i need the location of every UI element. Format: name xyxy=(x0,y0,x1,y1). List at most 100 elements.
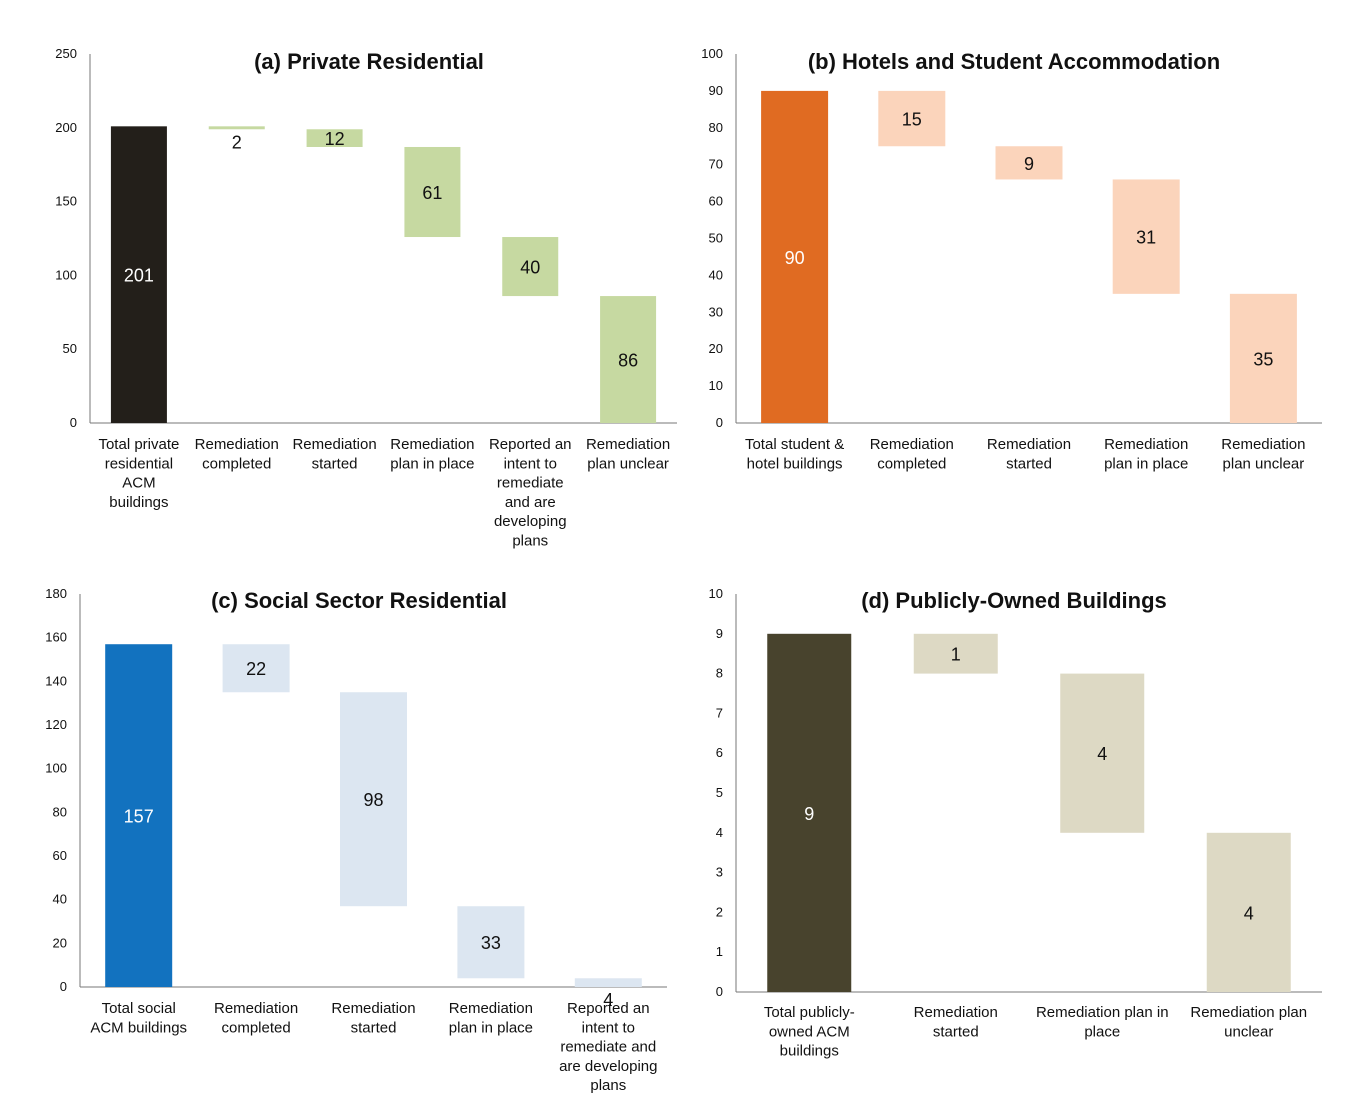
category-label-line: owned ACM xyxy=(769,1023,850,1040)
y-tick-label: 80 xyxy=(709,120,723,135)
category-label-line: intent to xyxy=(582,1019,635,1036)
bar-value-label: 2 xyxy=(232,132,242,152)
y-tick-label: 7 xyxy=(716,705,723,720)
category-label-line: Total publicly- xyxy=(764,1004,855,1021)
chart-title: (a) Private Residential xyxy=(254,49,484,74)
waterfall-step-bar xyxy=(1060,673,1145,833)
bar-value-label: 4 xyxy=(1097,744,1107,764)
category-label-line: Remediation xyxy=(331,1000,415,1017)
bar-value-label: 1 xyxy=(951,645,961,665)
category-label: Remediation started xyxy=(914,1004,998,1040)
category-label-line: Remediation xyxy=(390,436,474,453)
category-label-line: Remediation plan in xyxy=(1036,1004,1169,1021)
category-label: Remediation plan unclear xyxy=(1221,436,1305,472)
category-label-line: plans xyxy=(512,533,548,550)
chart-panel-d: (d) Publicly-Owned Buildings 0 1 2 3 4 5 6 7 8 9 10… xyxy=(709,586,1322,1060)
y-tick-label: 120 xyxy=(45,717,67,732)
category-label: Total student & hotel buildings xyxy=(745,436,844,472)
category-label-line: completed xyxy=(877,455,946,472)
bar-value-label: 61 xyxy=(422,183,442,203)
category-label: Reported an intent to remediate and are dev… xyxy=(559,1000,657,1094)
bar-value-label: 201 xyxy=(124,266,154,286)
y-tick-label: 140 xyxy=(45,673,67,688)
category-label-line: completed xyxy=(202,455,271,472)
category-label-line: and are xyxy=(505,494,556,511)
chart-title: (d) Publicly-Owned Buildings xyxy=(861,588,1167,613)
bar-value-label: 12 xyxy=(325,129,345,149)
total-bar xyxy=(105,644,173,987)
category-label-line: Remediation xyxy=(914,1004,998,1021)
waterfall-step-bar xyxy=(600,296,657,423)
category-label-line: started xyxy=(1006,455,1052,472)
y-tick-label: 0 xyxy=(60,979,67,994)
waterfall-step-bar xyxy=(1206,832,1291,992)
bar-value-label: 90 xyxy=(785,248,805,268)
y-tick-label: 3 xyxy=(716,865,723,880)
waterfall-step-bar xyxy=(208,126,265,130)
category-label-line: started xyxy=(312,455,358,472)
y-tick-label: 8 xyxy=(716,666,723,681)
y-tick-label: 40 xyxy=(53,892,67,907)
category-label-line: buildings xyxy=(109,494,168,511)
category-label: Total social ACM buildings xyxy=(90,1000,187,1036)
waterfall-step-bar xyxy=(574,978,642,987)
category-label-line: remediate and xyxy=(560,1039,656,1056)
y-tick-label: 100 xyxy=(701,46,723,61)
category-label-line: buildings xyxy=(780,1043,839,1060)
waterfall-step-bar xyxy=(340,692,407,907)
category-label: Remediation plan unclear xyxy=(586,436,670,472)
category-label: Remediation started xyxy=(987,436,1071,472)
y-tick-label: 40 xyxy=(709,267,723,282)
y-tick-label: 100 xyxy=(45,761,67,776)
bar-value-label: 9 xyxy=(1024,154,1034,174)
waterfall-step-bar xyxy=(457,906,525,979)
y-tick-label: 0 xyxy=(716,415,723,430)
category-label: Remediation plan in place xyxy=(1104,436,1188,472)
category-label-line: plan in place xyxy=(1104,455,1188,472)
y-tick-label: 50 xyxy=(709,231,723,246)
y-tick-label: 1 xyxy=(716,944,723,959)
y-tick-label: 80 xyxy=(53,804,67,819)
bar-value-label: 4 xyxy=(1244,903,1254,923)
waterfall-step-bar xyxy=(995,146,1063,180)
category-label: Remediation plan in place xyxy=(449,1000,533,1036)
category-label-line: started xyxy=(933,1023,979,1040)
bar-value-label: 22 xyxy=(246,659,266,679)
bar-value-label: 4 xyxy=(603,990,613,1010)
category-label-line: Reported an xyxy=(489,436,572,453)
category-label-line: Remediation xyxy=(449,1000,533,1017)
bar-value-label: 15 xyxy=(902,110,922,130)
category-label-line: residential xyxy=(105,455,173,472)
bar-value-label: 9 xyxy=(804,804,814,824)
y-tick-label: 250 xyxy=(55,46,77,61)
y-tick-label: 6 xyxy=(716,745,723,760)
category-label: Remediation plan unclear xyxy=(1190,1004,1307,1040)
waterfall-step-bar xyxy=(502,237,559,297)
category-label: Remediation started xyxy=(292,436,376,472)
category-label-line: plans xyxy=(590,1077,626,1094)
bar-value-label: 33 xyxy=(481,933,501,953)
bar-value-label: 35 xyxy=(1253,349,1273,369)
y-tick-label: 20 xyxy=(53,935,67,950)
category-label-line: are developing xyxy=(559,1058,657,1075)
category-label: Remediation completed xyxy=(195,436,279,472)
chart-panel-b: (b) Hotels and Student Accommodation 0 10 2… xyxy=(701,46,1322,472)
category-label-line: remediate xyxy=(497,475,564,492)
y-tick-label: 0 xyxy=(70,415,77,430)
category-label-line: started xyxy=(351,1019,397,1036)
y-tick-label: 200 xyxy=(55,120,77,135)
category-label-line: Remediation xyxy=(292,436,376,453)
bar-value-label: 40 xyxy=(520,258,540,278)
category-label-line: Remediation xyxy=(987,436,1071,453)
category-label: Remediation plan in place xyxy=(390,436,474,472)
category-label-line: plan unclear xyxy=(1223,455,1305,472)
chart-title: (b) Hotels and Student Accommodation xyxy=(808,49,1220,74)
category-label-line: Remediation xyxy=(1104,436,1188,453)
category-label-line: Remediation xyxy=(586,436,670,453)
waterfall-step-bar xyxy=(1229,293,1297,423)
bar-value-label: 86 xyxy=(618,351,638,371)
y-tick-label: 160 xyxy=(45,630,67,645)
category-label-line: Remediation xyxy=(870,436,954,453)
category-label: Remediation completed xyxy=(870,436,954,472)
